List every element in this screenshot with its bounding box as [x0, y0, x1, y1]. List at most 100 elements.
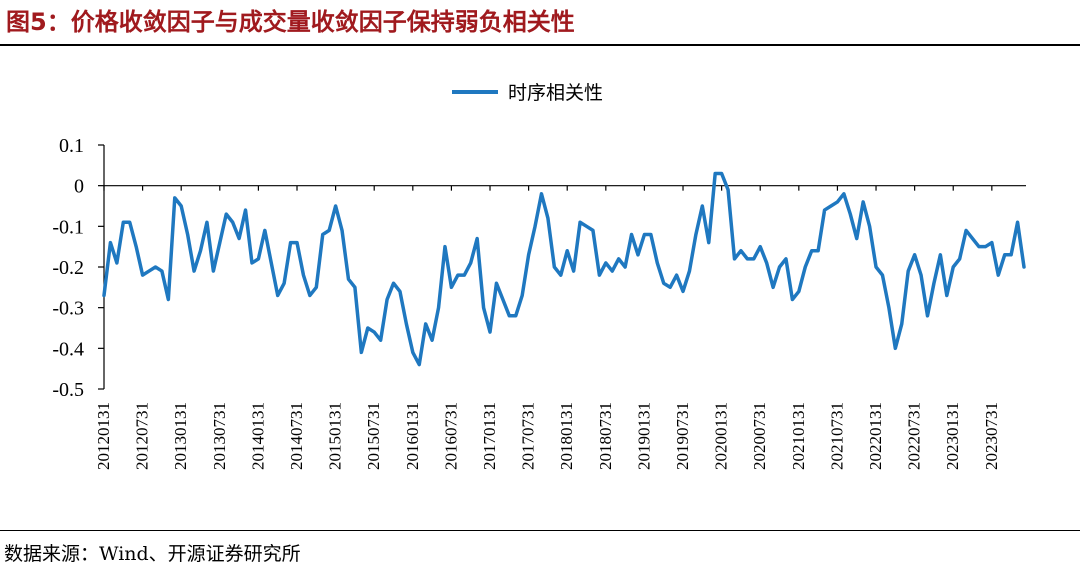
data-point — [765, 261, 768, 264]
x-tick-label: 20170731 — [519, 402, 538, 470]
data-point — [521, 294, 524, 297]
data-point — [810, 249, 813, 252]
data-point — [341, 229, 344, 232]
data-point — [900, 322, 903, 325]
data-point — [977, 245, 980, 248]
data-point — [636, 253, 639, 256]
data-point — [849, 213, 852, 216]
data-point — [579, 221, 582, 224]
plot-area — [102, 171, 1026, 367]
x-tick-label: 20140131 — [248, 402, 267, 470]
x-tick-label: 20210731 — [827, 402, 846, 470]
data-point — [495, 282, 498, 285]
data-point — [154, 266, 157, 269]
data-point — [791, 298, 794, 301]
data-point — [546, 217, 549, 220]
data-point — [115, 261, 118, 264]
data-point — [167, 298, 170, 301]
x-tick-label: 20230131 — [943, 402, 962, 470]
data-point — [135, 245, 138, 248]
x-tick-label: 20180731 — [596, 402, 615, 470]
data-point — [199, 249, 202, 252]
data-point — [1010, 253, 1013, 256]
y-tick-label: 0 — [74, 176, 84, 198]
data-point — [990, 241, 993, 244]
data-point — [308, 294, 311, 297]
legend: 时序相关性 — [452, 82, 603, 104]
data-point — [456, 274, 459, 277]
y-axis: 0.1 0 -0.1 -0.2 -0.3 -0.4 -0.5 — [52, 135, 105, 401]
data-point — [476, 237, 479, 240]
data-point — [759, 245, 762, 248]
data-point — [250, 261, 253, 264]
data-point — [643, 233, 646, 236]
data-point — [373, 331, 376, 334]
x-tick-label: 20170131 — [480, 402, 499, 470]
data-point — [733, 257, 736, 260]
chart: 时序相关性 0.10-0.1-0.2-0.3-0.4-0.5 20120131 2… — [52, 82, 1026, 470]
y-tick-label: -0.1 — [52, 216, 84, 238]
x-tick-label: 20190731 — [673, 402, 692, 470]
data-point — [817, 249, 820, 252]
data-point — [971, 237, 974, 240]
data-point — [148, 270, 151, 273]
data-point — [186, 233, 189, 236]
data-point — [231, 221, 234, 224]
data-point — [772, 286, 775, 289]
data-point — [379, 339, 382, 342]
data-point — [302, 274, 305, 277]
x-tick-label: 20230731 — [982, 402, 1001, 470]
y-tick-label: -0.2 — [52, 257, 84, 279]
data-point — [965, 229, 968, 232]
bottom-rule — [0, 530, 1080, 531]
data-point — [553, 266, 556, 269]
data-point — [334, 205, 337, 208]
series-line-时序相关性 — [102, 171, 1026, 367]
data-point — [997, 274, 1000, 277]
data-point — [386, 298, 389, 301]
x-tick-label: 20150731 — [364, 402, 383, 470]
x-tick-label: 20160131 — [403, 402, 422, 470]
data-point — [424, 322, 427, 325]
x-tick-label: 20220131 — [866, 402, 885, 470]
data-point — [746, 257, 749, 260]
data-point — [617, 257, 620, 260]
data-point — [913, 253, 916, 256]
x-tick-label: 20210131 — [789, 402, 808, 470]
data-point — [868, 225, 871, 228]
data-point — [257, 257, 260, 260]
data-point — [289, 241, 292, 244]
data-point — [360, 351, 363, 354]
data-point — [932, 282, 935, 285]
data-point — [624, 266, 627, 269]
x-tick-label: 20120731 — [133, 402, 152, 470]
data-point — [296, 241, 299, 244]
data-point — [1023, 266, 1026, 269]
data-point — [173, 196, 176, 199]
data-point — [263, 229, 266, 232]
data-point — [212, 270, 215, 273]
data-point — [270, 261, 273, 264]
x-tick-label: 20200731 — [750, 402, 769, 470]
x-tick-label: 20120131 — [94, 402, 113, 470]
data-point — [682, 290, 685, 293]
data-point — [662, 282, 665, 285]
data-point — [714, 172, 717, 175]
data-point — [707, 241, 710, 244]
data-point — [405, 322, 408, 325]
data-point — [276, 294, 279, 297]
data-point — [630, 233, 633, 236]
data-point — [443, 245, 446, 248]
x-tick-label: 20160731 — [441, 402, 460, 470]
source-note: 数据来源：Wind、开源证券研究所 — [4, 543, 301, 565]
data-point — [694, 233, 697, 236]
y-tick-label: -0.3 — [52, 298, 84, 320]
data-point — [321, 233, 324, 236]
data-point — [855, 237, 858, 240]
x-tick-label: 20130731 — [210, 402, 229, 470]
data-point — [598, 274, 601, 277]
data-point — [366, 327, 369, 330]
data-point — [392, 282, 395, 285]
data-point — [1003, 253, 1006, 256]
data-point — [778, 266, 781, 269]
